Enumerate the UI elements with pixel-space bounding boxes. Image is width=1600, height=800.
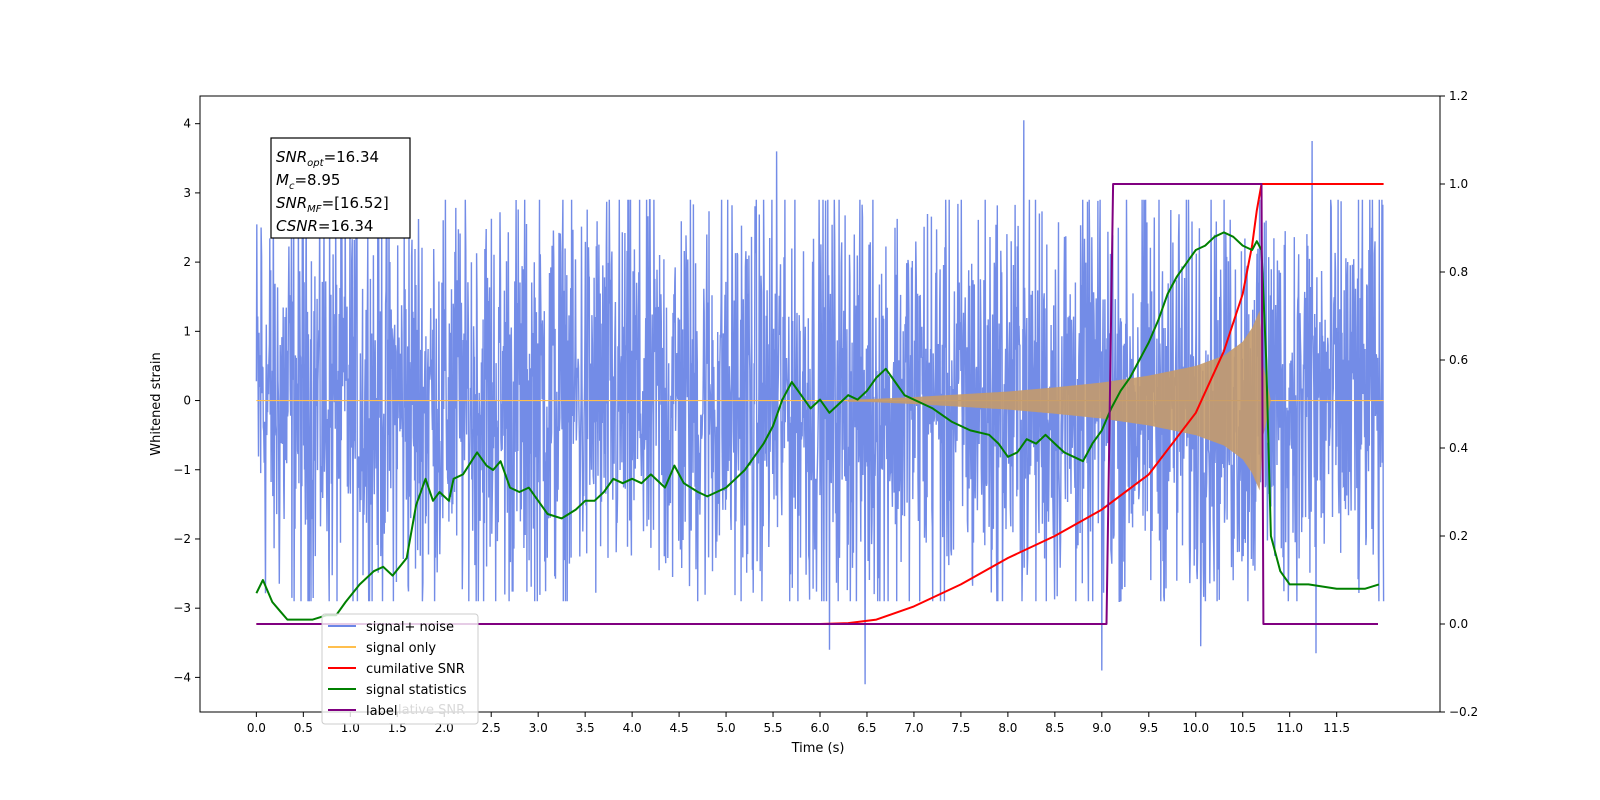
legend-label: signal statistics [366,683,467,698]
x-tick-label: 7.0 [904,721,923,735]
y-right-tick-label: 0.0 [1449,617,1468,631]
annotation-line: Mc=8.95 [276,171,340,192]
x-tick-label: 2.5 [482,721,501,735]
y-right-tick-label: 0.6 [1449,353,1468,367]
legend-ghost-text: lative SNR [398,703,465,718]
y-axis-left: −4 −3 −2 −1 0 1 2 3 4 [173,117,200,684]
y-tick-label: −1 [173,463,191,477]
x-tick-label: 3.5 [576,721,595,735]
annotation-line: SNRMF=[16.52] [276,194,389,215]
x-tick-label: 3.0 [529,721,548,735]
y-right-tick-label: −0.2 [1449,705,1478,719]
legend-label: signal only [366,641,436,656]
y-tick-label: −2 [173,532,191,546]
x-tick-label: 7.5 [951,721,970,735]
x-tick-label: 6.5 [857,721,876,735]
x-axis: 0.0 0.5 1.0 1.5 2.0 2.5 3.0 3.5 4.0 4.5 5.0 5.5 6.0 6… [247,712,1350,735]
x-tick-label: 5.0 [717,721,736,735]
y-axis-right: −0.2 0.0 0.2 0.4 0.6 0.8 1.0 1.2 [1440,89,1478,719]
x-tick-label: 0.5 [294,721,313,735]
y-tick-label: 4 [183,117,191,131]
annotation-line: SNRopt=16.34 [276,148,379,169]
signal-only-envelope [848,310,1271,491]
plot-area [255,120,1385,685]
x-tick-label: 10.5 [1229,721,1256,735]
legend-frame [321,613,479,725]
series-signal-statisticsline [255,231,1380,621]
y-tick-label: 3 [183,186,191,200]
y-tick-label: −3 [173,601,191,615]
x-tick-label: 6.0 [810,721,829,735]
y-tick-label: 2 [183,255,191,269]
series-cumilative-snrline [256,183,1384,625]
legend-label: label [366,704,397,719]
legend: lative SNR signal+ noise signal only cumila… [321,613,479,725]
x-tick-label: 0.0 [247,721,266,735]
x-tick-label: 9.0 [1092,721,1111,735]
x-tick-label: 4.5 [670,721,689,735]
y-tick-label: −4 [173,670,191,684]
annotation-frame [270,137,411,239]
x-tick-label: 4.0 [623,721,642,735]
legend-label: signal+ noise [366,620,454,635]
x-tick-label: 8.0 [998,721,1017,735]
y-right-tick-label: 0.2 [1449,529,1468,543]
x-axis-label: Time (s) [791,741,845,756]
y-tick-label: 0 [183,394,191,408]
annotation-line: CSNR=16.34 [276,217,373,235]
legend-label: cumilative SNR [366,662,465,677]
x-tick-label: 10.0 [1182,721,1209,735]
y-right-tick-label: 0.4 [1449,441,1468,455]
x-tick-label: 9.5 [1139,721,1158,735]
y-axis-label: Whitened strain [149,352,164,455]
x-tick-label: 8.5 [1045,721,1064,735]
y-right-tick-label: 1.0 [1449,177,1468,191]
y-right-tick-label: 1.2 [1449,89,1468,103]
x-tick-label: 11.5 [1323,721,1350,735]
x-tick-label: 11.0 [1276,721,1303,735]
x-tick-label: 5.5 [763,721,782,735]
series-signal-plus-noise [255,120,1385,685]
right-axis-series [255,183,1384,625]
series-labelline [256,183,1378,625]
y-tick-label: 1 [183,324,191,338]
signal-plus-noise-line [255,120,1385,685]
y-right-tick-label: 0.8 [1449,265,1468,279]
